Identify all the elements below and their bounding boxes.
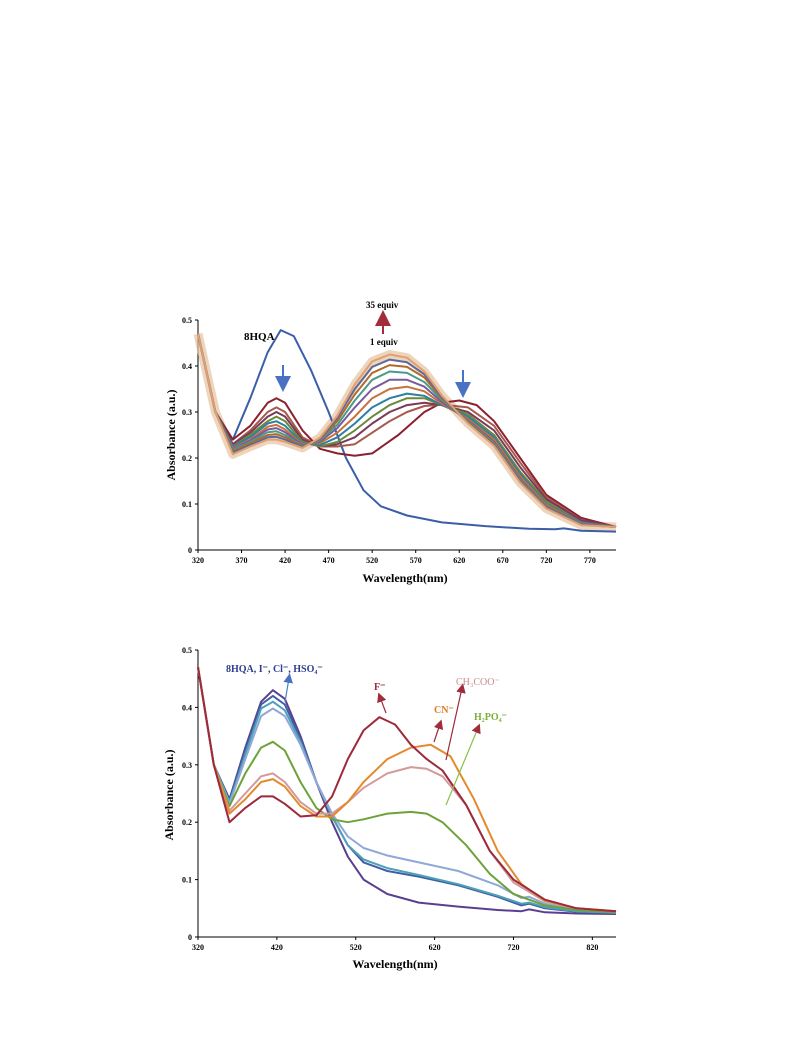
x-tick-label: 420: [279, 556, 291, 565]
series-line-3: [197, 333, 617, 528]
series-line-1: [197, 667, 617, 914]
series-line-4: [197, 333, 617, 528]
chart-2-lines: [197, 667, 617, 915]
series-line-0: [197, 329, 617, 533]
y-tick-label: 0.1: [182, 500, 192, 509]
x-tick-label: 570: [410, 556, 422, 565]
chart-1-x-ticks: 320 370 420 470 520 570 620 670 720 770: [192, 550, 596, 565]
chart-1-y-ticks: 0 0.1 0.2 0.3 0.4 0.5: [182, 316, 198, 555]
y-tick-label: 0.5: [182, 316, 192, 325]
x-tick-label: 420: [271, 943, 283, 952]
chart-2-arrow-phosphate: [445, 723, 481, 806]
chart-2-arrow-acetate: [445, 683, 466, 761]
series-line-7: [197, 667, 617, 913]
x-tick-label: 320: [192, 556, 204, 565]
y-tick-label: 0.4: [182, 703, 192, 712]
series-line-4: [197, 667, 617, 914]
chart-2-label-group: 8HQA, I⁻, Cl⁻, HSO₄⁻: [226, 664, 323, 675]
y-tick-label: 0.3: [182, 408, 192, 417]
x-tick-label: 470: [323, 556, 335, 565]
series-line-2: [197, 333, 617, 528]
chart-2-arrow-group: [283, 673, 293, 703]
chart-2-arrow-cn: [433, 719, 444, 743]
y-tick-label: 0.2: [182, 818, 192, 827]
chart-1-x-label: Wavelength(nm): [362, 571, 447, 585]
chart-1: 0 0.1 0.2 0.3 0.4 0.5 320 370 420 470 520 570 620 67…: [164, 300, 617, 585]
series-line-1: [197, 333, 617, 528]
series-line-2: [197, 667, 617, 914]
series-line-6: [197, 333, 617, 528]
chart-2-label-f: F⁻: [374, 682, 385, 693]
chart-2-y-ticks: 0 0.1 0.2 0.3 0.4 0.5: [182, 646, 198, 942]
y-tick-label: 0: [188, 933, 192, 942]
series-line-3: [197, 667, 617, 914]
chart-1-lines: [193, 329, 617, 533]
chart-2-label-phosphate: H₂PO₄⁻: [474, 712, 507, 723]
chart-1-series-label: 8HQA: [244, 331, 275, 343]
chart-2-arrow-f: [377, 692, 387, 714]
chart-2-label-cn: CN⁻: [434, 705, 454, 716]
y-tick-label: 0.2: [182, 454, 192, 463]
x-tick-label: 620: [453, 556, 465, 565]
chart-1-annotation-bottom: 1 equiv: [370, 337, 398, 347]
series-line-5: [197, 333, 617, 528]
y-tick-label: 0: [188, 546, 192, 555]
y-tick-label: 0.5: [182, 646, 192, 655]
x-tick-label: 320: [192, 943, 204, 952]
x-tick-label: 520: [366, 556, 378, 565]
x-tick-label: 720: [540, 556, 552, 565]
y-tick-label: 0.4: [182, 362, 192, 371]
chart-2: 0 0.1 0.2 0.3 0.4 0.5 320 420 520 620 720 820 Wave…: [162, 646, 617, 971]
x-tick-label: 520: [350, 943, 362, 952]
chart-2-label-acetate: CH₃COO⁻: [456, 677, 500, 688]
series-line-6: [197, 667, 617, 913]
x-tick-label: 670: [497, 556, 509, 565]
y-tick-label: 0.3: [182, 761, 192, 770]
x-tick-label: 770: [584, 556, 596, 565]
series-line-10: [197, 333, 617, 528]
chart-1-annotation-top: 35 equiv: [366, 300, 399, 310]
y-tick-label: 0.1: [182, 876, 192, 885]
chart-2-x-ticks: 320 420 520 620 720 820: [192, 937, 598, 952]
x-tick-label: 620: [429, 943, 441, 952]
series-line-11: [197, 333, 617, 528]
x-tick-label: 820: [586, 943, 598, 952]
chart-1-y-label: Absorbance (a.u.): [164, 389, 178, 480]
chart-2-y-label: Absorbance (a.u.): [162, 749, 176, 840]
x-tick-label: 370: [236, 556, 248, 565]
x-tick-label: 720: [507, 943, 519, 952]
chart-2-x-label: Wavelength(nm): [352, 957, 437, 971]
